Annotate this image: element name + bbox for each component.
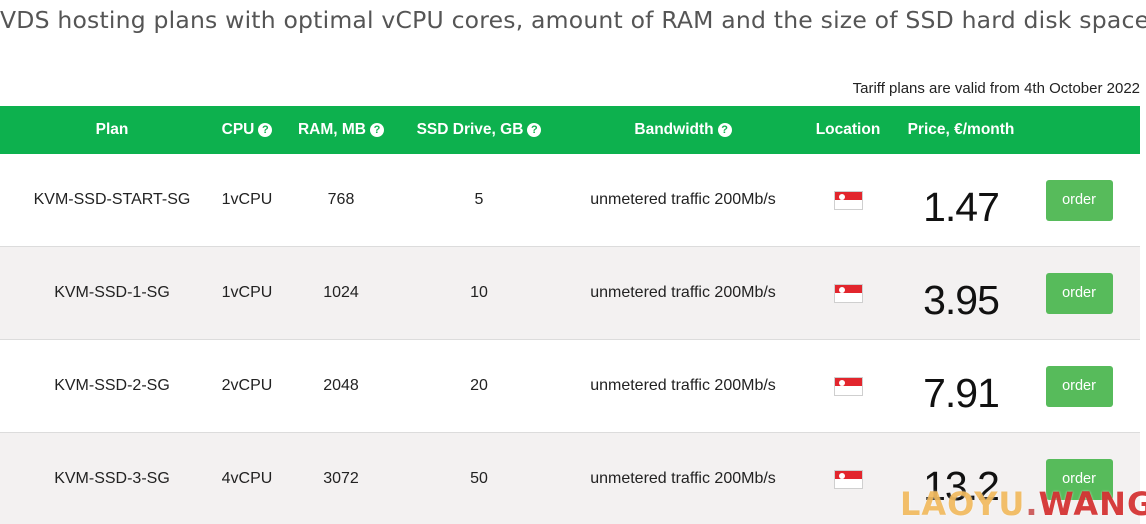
order-cell: order xyxy=(1034,154,1124,246)
singapore-flag-icon xyxy=(833,469,863,489)
watermark-part-b: WANG xyxy=(1038,485,1146,523)
bandwidth-value: unmetered traffic 200Mb/s xyxy=(590,377,776,394)
singapore-flag-icon xyxy=(833,376,863,396)
price-cell: 1.47 xyxy=(888,154,1034,246)
watermark-part-a: LAOYU xyxy=(900,485,1026,523)
order-cell: order xyxy=(1034,433,1124,524)
tariff-note: Tariff plans are valid from 4th October … xyxy=(852,80,1140,97)
cpu-value: 1vCPU xyxy=(221,191,273,208)
cpu-value: 2vCPU xyxy=(221,377,273,394)
location-cell xyxy=(808,433,888,524)
bandwidth-value: unmetered traffic 200Mb/s xyxy=(590,470,776,487)
header-ssd-label: SSD Drive, GB xyxy=(416,121,524,138)
order-cell: order xyxy=(1034,340,1124,432)
order-cell: order xyxy=(1034,247,1124,339)
table-row: KVM-SSD-START-SG 1vCPU 768 5 unmetered t… xyxy=(0,154,1140,247)
ram-value: 3072 xyxy=(323,470,359,487)
watermark-dot: . xyxy=(1025,485,1039,523)
price-value: 3.95 xyxy=(923,276,1000,323)
price-value: 13.2 xyxy=(923,462,1000,509)
cpu-value: 4vCPU xyxy=(221,470,273,487)
bandwidth-value: unmetered traffic 200Mb/s xyxy=(590,284,776,301)
price-cell: 7.91 xyxy=(888,340,1034,432)
bandwidth-help-icon[interactable]: ? xyxy=(717,123,732,137)
order-button[interactable]: order xyxy=(1045,179,1113,221)
location-cell xyxy=(808,154,888,246)
watermark-logo: LAOYU.WANG xyxy=(900,485,1146,523)
ssd-value: 20 xyxy=(470,377,488,394)
singapore-flag-icon xyxy=(833,283,863,303)
plans-table: Plan CPU? RAM, MB? SSD Drive, GB? Bandwi… xyxy=(0,106,1140,524)
singapore-flag-icon xyxy=(833,190,863,210)
header-price-label: Price, €/month xyxy=(907,121,1015,138)
ram-value: 768 xyxy=(327,191,355,208)
order-button[interactable]: order xyxy=(1045,365,1113,407)
location-cell xyxy=(808,340,888,432)
bandwidth-value: unmetered traffic 200Mb/s xyxy=(590,191,776,208)
table-row: KVM-SSD-2-SG 2vCPU 2048 20 unmetered tra… xyxy=(0,340,1140,433)
header-bandwidth-label: Bandwidth xyxy=(634,121,714,138)
page-title: VDS hosting plans with optimal vCPU core… xyxy=(0,6,1146,34)
table-row: KVM-SSD-3-SG 4vCPU 3072 50 unmetered tra… xyxy=(0,433,1140,524)
table-row: KVM-SSD-1-SG 1vCPU 1024 10 unmetered tra… xyxy=(0,247,1140,340)
header-location: Location xyxy=(808,106,888,154)
order-button[interactable]: order xyxy=(1045,458,1113,500)
header-cpu-label: CPU xyxy=(221,121,255,138)
price-value: 1.47 xyxy=(923,183,1000,230)
ram-value: 2048 xyxy=(323,377,359,394)
ssd-help-icon[interactable]: ? xyxy=(527,123,542,137)
cpu-help-icon[interactable]: ? xyxy=(258,123,273,137)
ssd-value: 50 xyxy=(470,470,488,487)
ssd-value: 10 xyxy=(470,284,488,301)
price-cell: 13.2 xyxy=(888,433,1034,524)
header-bandwidth: Bandwidth? xyxy=(558,106,808,154)
header-ssd: SSD Drive, GB? xyxy=(400,106,558,154)
header-price: Price, €/month xyxy=(888,106,1034,154)
order-button[interactable]: order xyxy=(1045,272,1113,314)
plan-name: KVM-SSD-2-SG xyxy=(54,377,170,394)
price-cell: 3.95 xyxy=(888,247,1034,339)
header-plan-label: Plan xyxy=(95,121,129,138)
cpu-value: 1vCPU xyxy=(221,284,273,301)
ram-help-icon[interactable]: ? xyxy=(370,123,385,137)
table-header-row: Plan CPU? RAM, MB? SSD Drive, GB? Bandwi… xyxy=(0,106,1140,154)
price-value: 7.91 xyxy=(923,369,1000,416)
plan-name: KVM-SSD-1-SG xyxy=(54,284,170,301)
header-ram: RAM, MB? xyxy=(282,106,400,154)
header-plan: Plan xyxy=(12,106,212,154)
ssd-value: 5 xyxy=(474,191,484,208)
header-location-label: Location xyxy=(815,121,881,138)
plan-name: KVM-SSD-START-SG xyxy=(33,191,191,208)
header-cpu: CPU? xyxy=(212,106,282,154)
ram-value: 1024 xyxy=(323,284,359,301)
header-ram-label: RAM, MB xyxy=(297,121,367,138)
location-cell xyxy=(808,247,888,339)
plan-name: KVM-SSD-3-SG xyxy=(54,470,170,487)
